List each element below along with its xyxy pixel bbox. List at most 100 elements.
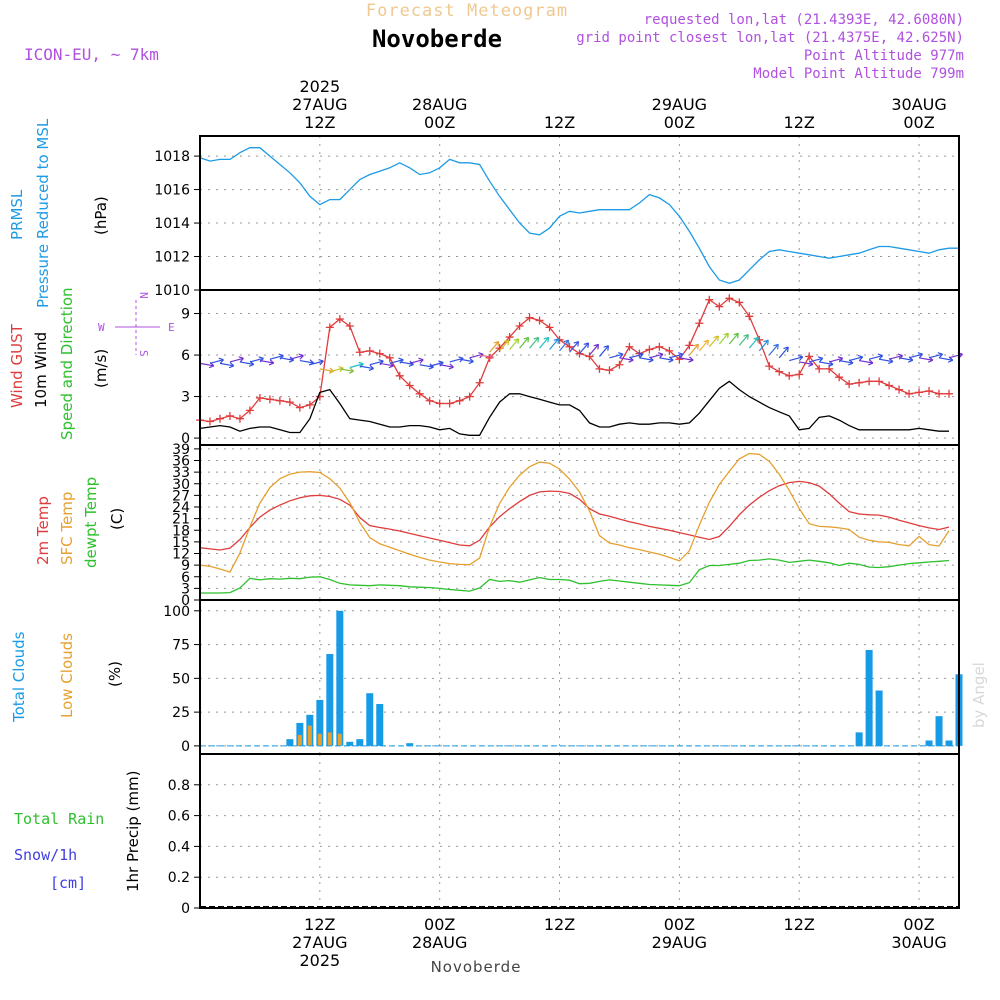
snow-unit: [cm] xyxy=(50,874,86,892)
wind-gust-label: Wind GUST xyxy=(8,323,26,408)
time-label-top: 30AUG xyxy=(891,95,946,114)
clouds-ytick-label: 50 xyxy=(172,671,190,687)
gust-marker xyxy=(775,367,784,376)
gust-marker xyxy=(675,355,684,364)
wind-arrow-head xyxy=(478,352,484,359)
gust-marker xyxy=(435,399,444,408)
gust-marker xyxy=(605,366,614,375)
wind-arrow xyxy=(778,346,789,359)
wind-arrow xyxy=(868,354,883,360)
clouds-bar-total xyxy=(316,699,324,746)
clouds-bar-total xyxy=(945,740,953,746)
gust-marker xyxy=(455,396,464,405)
gust-marker xyxy=(515,321,524,330)
requested-coords: requested lon,lat (21.4393E, 42.6080N) xyxy=(644,12,964,28)
temp-unit: (C) xyxy=(108,508,126,530)
pressure-ytick-label: 1012 xyxy=(154,250,190,266)
wind-arrow xyxy=(599,345,609,357)
gust-marker xyxy=(535,316,544,325)
time-label-bottom: 30AUG xyxy=(891,933,946,952)
wind-arrow-head xyxy=(378,359,384,366)
clouds-bar-total xyxy=(326,654,334,746)
pressure-unit: (hPa) xyxy=(92,196,110,235)
wind-arrow xyxy=(249,357,264,363)
wind-arrow-head xyxy=(857,354,864,362)
wind-arrow-head xyxy=(298,353,304,360)
gust-marker xyxy=(335,315,344,324)
wind-arrow-head xyxy=(583,342,590,348)
gust-marker xyxy=(445,399,454,408)
temp-series-sfc-temp xyxy=(199,452,950,573)
grid-point-coords: grid point closest lon,lat (21.4375E, 42… xyxy=(576,30,964,46)
wind-arrow xyxy=(579,342,589,355)
wind-arrow xyxy=(799,361,814,365)
wind-arrow xyxy=(809,357,823,363)
wind-ytick-label: 3 xyxy=(181,390,190,406)
chart-title: Forecast Meteogram xyxy=(366,1,568,21)
precip-frame xyxy=(199,753,960,909)
wind-arrow xyxy=(629,353,644,359)
wind-arrow xyxy=(489,341,500,353)
wind-arrow xyxy=(369,360,384,366)
clouds-bar-total xyxy=(336,610,344,746)
wind10-label: 10m Wind xyxy=(32,332,50,408)
temp-ytick-label: 12 xyxy=(172,547,190,563)
clouds-bar-total xyxy=(875,690,883,746)
pressure-ytick-label: 1014 xyxy=(154,216,190,232)
gust-marker xyxy=(465,392,474,401)
time-label-bottom: 27AUG xyxy=(292,933,347,952)
pressure-series-prmsl xyxy=(199,147,959,284)
temp-labels: 2m Temp SFC Temp dewpt Temp (C) xyxy=(34,477,126,568)
wind-arrow-head xyxy=(783,346,789,353)
time-label-bottom: 12Z xyxy=(544,915,575,934)
wind-arrow xyxy=(768,343,779,356)
time-label-top: 12Z xyxy=(304,113,335,132)
clouds-ytick-label: 0 xyxy=(181,739,190,755)
wind-ytick-label: 6 xyxy=(181,348,190,364)
temp-ytick-label: 6 xyxy=(181,570,190,586)
point-altitude: Point Altitude 977m xyxy=(804,48,964,64)
wind-arrow xyxy=(199,362,214,367)
rain-label: Total Rain xyxy=(14,810,104,828)
wind-ytick-label: 0 xyxy=(181,431,190,447)
wind-arrow xyxy=(229,357,244,363)
wind-arrow-head xyxy=(358,361,364,368)
wind-arrow xyxy=(879,358,893,363)
wind-arrow xyxy=(728,332,739,345)
wind-arrow xyxy=(289,354,304,360)
clouds-ytick-label: 75 xyxy=(172,638,190,654)
wind-arrow xyxy=(299,359,314,364)
dewpt-label: dewpt Temp xyxy=(82,477,100,568)
gust-marker xyxy=(945,389,954,398)
wind-arrow-head xyxy=(513,338,520,344)
wind-arrow-head xyxy=(657,352,664,359)
wind-arrow xyxy=(399,361,414,365)
gust-marker xyxy=(565,342,574,351)
clouds-bar-total xyxy=(925,740,933,746)
wind-arrow-head xyxy=(763,339,769,346)
time-label-top: 12Z xyxy=(544,113,575,132)
gust-marker xyxy=(655,342,664,351)
wind-arrow xyxy=(738,334,749,346)
wind-arrow-head xyxy=(723,332,729,339)
location-title: Novoberde xyxy=(372,25,502,53)
wind-arrow-head xyxy=(688,356,694,363)
gust-marker xyxy=(785,371,794,380)
wind-arrow-head xyxy=(268,359,275,366)
gust-marker xyxy=(285,398,294,407)
wind-arrow xyxy=(439,364,454,368)
wind-arrow xyxy=(888,354,903,360)
clouds-bar-low xyxy=(317,733,322,746)
wind-arrow xyxy=(479,354,494,359)
wind-arrow-head xyxy=(573,340,580,347)
clouds-ytick-label: 25 xyxy=(172,705,190,721)
snow-label: Snow/1h xyxy=(14,846,77,864)
temp-series-2m-temp xyxy=(199,480,950,551)
wind-series-wind-gust xyxy=(199,297,949,423)
gust-marker xyxy=(695,319,704,328)
wind-arrow xyxy=(688,343,699,356)
compass-e: E xyxy=(168,321,175,334)
wind-arrow-head xyxy=(543,336,550,343)
t2m-label: 2m Temp xyxy=(34,496,52,565)
time-label-bottom: 28AUG xyxy=(412,933,467,952)
